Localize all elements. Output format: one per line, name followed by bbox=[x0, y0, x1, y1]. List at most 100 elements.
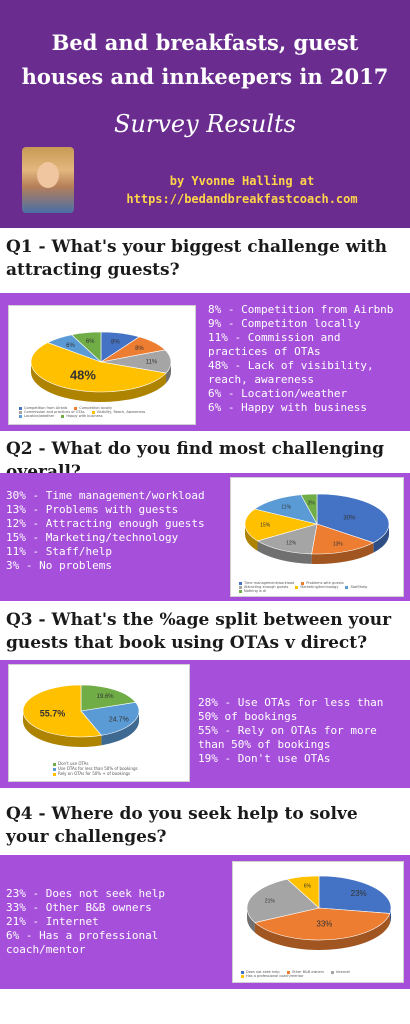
q1-stat: 11% - Commission and practices of OTAs bbox=[208, 331, 341, 358]
page-subtitle: Survey Results bbox=[113, 110, 296, 138]
pie-slice bbox=[30, 342, 167, 393]
q3-stat: 28% - Use OTAs for less than 50% of book… bbox=[198, 696, 384, 723]
q4-legend: Does not seek help Other B&B owners Intern… bbox=[241, 970, 401, 978]
legend-label: Has a professional coach/mentor bbox=[246, 974, 304, 978]
q3-chart: 19.6% 24.7% 55.7% Don't use OTAs Use OTAs f… bbox=[8, 664, 190, 782]
legend-item: Time management/workload bbox=[239, 581, 294, 585]
byline-author: by Yvonne Halling at bbox=[169, 174, 315, 188]
legend-item: Use OTAs for less than 50% of bookings bbox=[53, 766, 146, 771]
q3-stat: 55% - Rely on OTAs for more than 50% of … bbox=[198, 724, 377, 751]
legend-swatch bbox=[19, 410, 22, 414]
byline: by Yvonne Halling at https://bedandbreak… bbox=[92, 172, 392, 208]
legend-item: Visibility, Reach, Awareness bbox=[91, 410, 145, 414]
legend-swatch bbox=[241, 970, 244, 974]
legend-label: Other B&B owners bbox=[291, 970, 324, 974]
pie-slice-side bbox=[311, 542, 374, 564]
legend-item: Commission and practices of OTAs bbox=[19, 410, 85, 414]
pie-data-label: 12% bbox=[286, 540, 297, 546]
pie-slice bbox=[253, 494, 318, 525]
q1-pie-chart: 8% 8% 11% 48% 6% 6% bbox=[30, 331, 172, 402]
pie-data-label: 24.7% bbox=[109, 716, 129, 723]
pie-data-label: 3% bbox=[308, 500, 316, 506]
legend-item: Attracting enough guests bbox=[239, 585, 288, 589]
legend-label: Rely on OTAs for 50% + of bookings bbox=[58, 771, 131, 776]
legend-swatch bbox=[239, 585, 242, 589]
q1-chart: 8% 8% 11% 48% 6% 6% Competition from Airbnb Co… bbox=[8, 305, 196, 425]
pie-slice bbox=[70, 331, 102, 363]
legend-swatch bbox=[286, 970, 290, 974]
q3-pie-chart: 19.6% 24.7% 55.7% bbox=[22, 684, 140, 747]
legend-item: Rely on OTAs for 50% + of bookings bbox=[53, 771, 146, 776]
q4-stat: 23% - Does not seek help bbox=[6, 887, 165, 900]
q4-stat: 6% - Has a professional coach/mentor bbox=[6, 929, 159, 956]
legend-swatch bbox=[91, 410, 95, 414]
q4-chart: 23% 33% 21% 6% Does not seek help Other B&B … bbox=[232, 861, 404, 983]
q4-stat: 21% - Internet bbox=[6, 915, 99, 928]
pie-slice-side bbox=[245, 524, 258, 551]
q3-stats: 28% - Use OTAs for less than 50% of book… bbox=[198, 696, 406, 766]
q3-stat: 19% - Don't use OTAs bbox=[198, 752, 331, 765]
legend-swatch bbox=[61, 414, 65, 418]
legend-label: Time management/workload bbox=[244, 581, 295, 585]
legend-item: Competiton locally bbox=[74, 406, 112, 410]
legend-swatch bbox=[241, 974, 244, 978]
legend-label: Problems with guests bbox=[306, 581, 344, 585]
pie-data-label: 8% bbox=[135, 346, 144, 352]
legend-label: Commission and practices of OTAs bbox=[24, 410, 85, 414]
pie-data-label: 21% bbox=[265, 898, 276, 904]
legend-item: Other B&B owners bbox=[286, 970, 324, 974]
legend-label: Don't use OTAs bbox=[58, 761, 89, 766]
byline-url[interactable]: https://bedandbreakfastcoach.com bbox=[126, 192, 358, 206]
legend-item: Competition from Airbnb bbox=[19, 406, 67, 410]
pie-data-label: 23% bbox=[351, 889, 367, 898]
pie-slice bbox=[286, 875, 320, 909]
q1-legend: Competition from Airbnb Competiton locall… bbox=[19, 406, 189, 418]
legend-item: Happy with business bbox=[61, 414, 103, 418]
legend-item: Problems with guests bbox=[301, 581, 344, 585]
legend-item: Marketing/technology bbox=[295, 585, 338, 589]
legend-swatch bbox=[19, 406, 22, 410]
pie-slice-side bbox=[257, 540, 312, 564]
pie-slice-side bbox=[247, 908, 255, 933]
legend-label: Use OTAs for less than 50% of bookings bbox=[58, 766, 138, 771]
pie-data-label: 6% bbox=[66, 343, 75, 349]
pie-data-label: 11% bbox=[281, 504, 291, 510]
q2-stat: 13% - Problems with guests bbox=[6, 503, 179, 516]
pie-data-label: 13% bbox=[333, 542, 344, 548]
pie-slice bbox=[244, 508, 319, 542]
q2-stat: 15% - Marketing/technology bbox=[6, 531, 179, 544]
q2-stat: 11% - Staff/help bbox=[6, 545, 112, 558]
pie-slice-side bbox=[373, 524, 389, 553]
q1-stat: 8% - Competition from Airbnb bbox=[208, 303, 394, 316]
q2-legend: Time management/workload Problems with gu… bbox=[239, 581, 399, 593]
pie-data-label: 6% bbox=[86, 339, 95, 345]
q2-stat: 30% - Time management/workload bbox=[6, 489, 205, 502]
legend-item: Nothing is di bbox=[239, 589, 266, 593]
pie-slice bbox=[300, 493, 318, 525]
pie-slice bbox=[246, 878, 320, 923]
legend-swatch bbox=[345, 585, 349, 589]
legend-label: Competition from Airbnb bbox=[24, 406, 68, 410]
pie-data-label: 55.7% bbox=[40, 708, 66, 718]
legend-swatch bbox=[74, 406, 78, 410]
pie-data-label: 11% bbox=[146, 360, 158, 366]
legend-swatch bbox=[301, 581, 305, 585]
pie-slice-side bbox=[31, 362, 167, 402]
legend-label: Does not seek help bbox=[246, 970, 280, 974]
q4-pie-chart: 23% 33% 21% 6% bbox=[246, 875, 392, 950]
pie-slice-side bbox=[101, 711, 139, 746]
pie-slice bbox=[256, 523, 318, 555]
header-banner: Bed and breakfasts, guest houses and inn… bbox=[0, 0, 410, 228]
title-line-2: houses and innkeepers in 2017 bbox=[21, 64, 389, 89]
pie-slice bbox=[254, 907, 391, 941]
pie-data-label: 48% bbox=[70, 367, 96, 382]
q2-chart: 30% 13% 12% 15% 11% 3% Time management/worklo… bbox=[230, 477, 404, 597]
q1-stat: 6% - Location/weather bbox=[208, 387, 348, 400]
legend-swatch bbox=[53, 767, 56, 771]
legend-label: Location/weather bbox=[24, 414, 55, 418]
question-4-title: Q4 - Where do you seek help to solve you… bbox=[6, 804, 358, 847]
title-line-1: Bed and breakfasts, guest bbox=[51, 30, 359, 55]
page-title: Bed and breakfasts, guest houses and inn… bbox=[0, 26, 410, 94]
legend-item: Don't use OTAs bbox=[53, 761, 146, 766]
legend-swatch bbox=[239, 581, 242, 585]
